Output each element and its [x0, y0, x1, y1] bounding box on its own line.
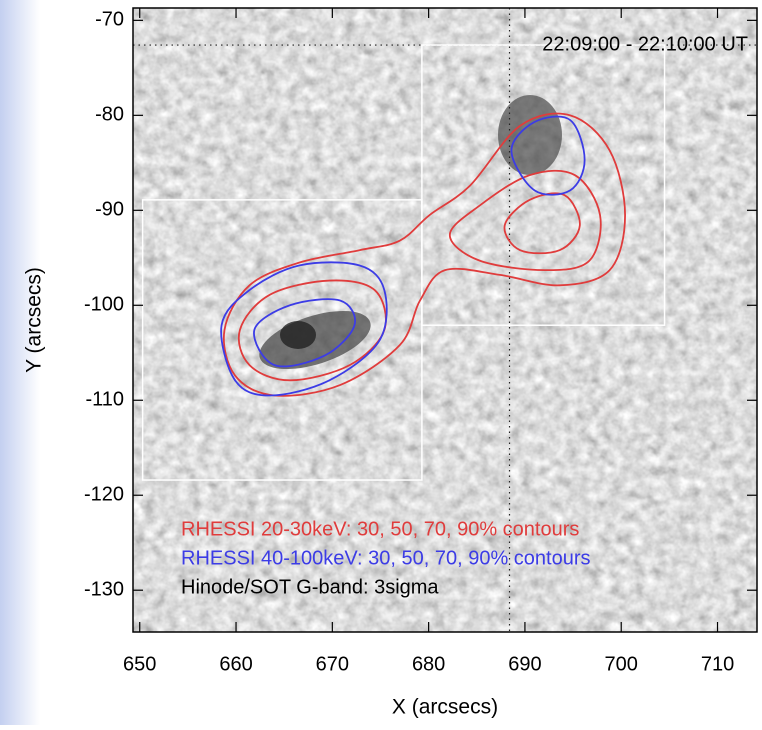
contour: [503, 192, 581, 255]
contour: [510, 115, 586, 196]
time-label: 22:09:00 - 22:10:00 UT: [542, 33, 748, 55]
legend-text: Hinode/SOT G-band: 3sigma: [181, 576, 439, 598]
plot-frame: [132, 7, 758, 633]
sunspot-core: [280, 321, 316, 349]
x-tick-label: 700: [605, 653, 638, 675]
sunspot: [498, 95, 562, 175]
y-tick-label: -70: [95, 9, 124, 31]
side-gradient: [0, 0, 40, 725]
y-tick-label: -100: [84, 294, 124, 316]
legend-text: RHESSI 40-100keV: 30, 50, 70, 90% contou…: [181, 547, 591, 569]
x-tick-label: 670: [316, 653, 349, 675]
field-box: [141, 199, 423, 481]
x-tick-label: 680: [412, 653, 445, 675]
contour: [253, 298, 356, 368]
y-tick-label: -130: [84, 578, 124, 600]
contour: [223, 112, 626, 397]
y-axis-title: Y (arcsecs): [23, 267, 46, 373]
solar-image: [133, 8, 757, 632]
image-layer: [133, 8, 757, 632]
legend-text: RHESSI 20-30keV: 30, 50, 70, 90% contour…: [181, 518, 579, 540]
y-tick-label: -120: [84, 484, 124, 506]
x-axis-title: X (arcsecs): [392, 696, 498, 719]
contour: [448, 169, 602, 272]
x-tick-label: 690: [508, 653, 541, 675]
contour: [220, 261, 388, 397]
overlay: [133, 8, 757, 632]
x-tick-label: 710: [701, 653, 734, 675]
x-tick-label: 660: [219, 653, 252, 675]
y-tick-label: -110: [85, 389, 124, 411]
field-box: [421, 44, 666, 326]
y-tick-label: -90: [95, 199, 124, 221]
x-tick-label: 650: [123, 653, 156, 675]
sunspot: [259, 310, 371, 370]
y-tick-label: -80: [95, 104, 124, 126]
